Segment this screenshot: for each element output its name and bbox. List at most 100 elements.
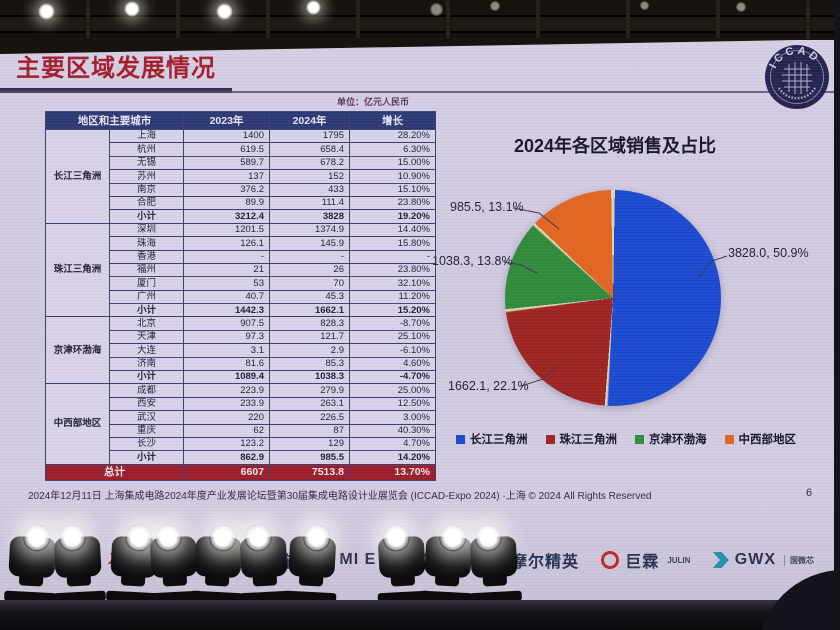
value-cell: 223.9 <box>183 383 270 398</box>
value-cell: 226.5 <box>269 410 350 425</box>
value-cell: 985.5 <box>269 450 350 465</box>
legend-swatch-icon <box>635 434 644 444</box>
value-cell: 12.50% <box>349 396 436 412</box>
table-row: 天津 97.3 121.7 25.10% <box>46 329 436 345</box>
legend-swatch-icon <box>545 434 555 444</box>
value-cell: 658.4 <box>269 142 350 157</box>
sponsor-subtext: JULIN <box>667 555 691 565</box>
city-cell: 小计 <box>109 303 184 318</box>
value-cell: 4.70% <box>349 436 436 452</box>
region-cell: 长江三角洲 <box>45 129 110 224</box>
legend-label: 中西部地区 <box>738 434 797 446</box>
total-row: 总计 6607 7513.8 13.70% <box>45 463 436 481</box>
city-cell: 南京 <box>109 182 184 197</box>
city-cell: 大连 <box>109 343 184 358</box>
slide-title: 主要区域发展情况 <box>16 55 216 82</box>
value-cell: 14.20% <box>349 450 436 465</box>
value-cell: 126.1 <box>183 236 270 251</box>
total-value-cell: 13.70% <box>349 463 436 481</box>
value-cell: 81.6 <box>183 356 270 372</box>
table-row: 广州 40.7 45.3 11.20% <box>46 289 436 305</box>
legend-item: 京津环渤海 <box>635 431 707 447</box>
city-cell: 杭州 <box>109 142 184 157</box>
value-cell: 123.2 <box>183 436 270 452</box>
value-cell: 14.40% <box>349 222 436 238</box>
col-header-2024: 2024年 <box>269 111 350 130</box>
value-cell: 15.80% <box>349 236 436 251</box>
city-cell: 小计 <box>109 370 184 385</box>
value-cell: 26 <box>269 262 350 278</box>
table-row: 西安 233.9 263.1 12.50% <box>46 396 436 412</box>
value-cell: 15.10% <box>349 182 436 197</box>
pie-data-label: 1038.3, 13.8% <box>432 254 513 268</box>
legend-label: 长江三角洲 <box>470 434 528 446</box>
light-yoke <box>434 553 461 587</box>
legend-label: 京津环渤海 <box>649 434 707 446</box>
city-cell: 上海 <box>109 128 184 144</box>
value-cell: 279.9 <box>269 383 350 398</box>
light-yoke <box>251 553 278 587</box>
city-cell: 香港 <box>109 249 184 264</box>
legend-swatch-icon <box>456 434 465 444</box>
sponsor-logo: S MI E <box>322 551 376 569</box>
value-cell: -8.70% <box>349 316 436 331</box>
city-cell: 厦门 <box>109 276 184 291</box>
value-cell: 152 <box>269 169 350 184</box>
light-yoke <box>389 553 416 587</box>
chevron-icon <box>712 552 729 568</box>
table-row: 厦门 53 70 32.10% <box>46 276 436 291</box>
city-cell: 长沙 <box>109 436 184 452</box>
value-cell: 111.4 <box>269 195 350 211</box>
iccad-seal-logo: ICCAD <box>765 45 829 109</box>
legend-swatch-icon <box>724 434 734 444</box>
value-cell: 233.9 <box>183 396 270 412</box>
city-cell: 重庆 <box>109 423 184 438</box>
region-cell: 珠江三角洲 <box>45 222 110 318</box>
light-yoke <box>204 553 231 587</box>
sponsor-name: S MI E <box>322 551 377 568</box>
stage-light-spot <box>736 2 746 12</box>
presentation-screen: 主要区域发展情况 单位：亿元人民币 地区和主要城市 2023年 2024年 增长… <box>0 38 836 604</box>
value-cell: 15.00% <box>349 155 436 171</box>
stage-rigging <box>0 0 840 40</box>
value-cell: 89.9 <box>183 195 270 211</box>
value-cell: 62 <box>183 423 270 438</box>
value-cell: 433 <box>269 182 350 197</box>
city-cell: 小计 <box>109 450 184 465</box>
value-cell: 145.9 <box>269 236 350 251</box>
value-cell: 85.3 <box>269 356 350 372</box>
unit-label: 单位：亿元人民币 <box>337 97 410 107</box>
region-cell: 中西部地区 <box>45 383 110 465</box>
city-cell: 成都 <box>109 383 184 398</box>
city-cell: 西安 <box>109 396 184 412</box>
sponsor-logo: GWX 国微芯 <box>712 551 814 569</box>
value-cell: 263.1 <box>269 396 350 412</box>
value-cell: 87 <box>269 423 350 438</box>
table-row: 珠海 126.1 145.9 15.80% <box>46 236 436 251</box>
value-cell: 376.2 <box>183 182 270 197</box>
title-underline <box>0 88 232 93</box>
pie-data-label: 985.5, 13.1% <box>450 200 524 214</box>
value-cell: 3212.4 <box>183 209 270 224</box>
city-cell: 合肥 <box>109 195 184 211</box>
slide: 主要区域发展情况 单位：亿元人民币 地区和主要城市 2023年 2024年 增长… <box>0 38 836 520</box>
value-cell: 3.00% <box>349 410 436 425</box>
value-cell: 619.5 <box>183 142 270 157</box>
table-row: 重庆 62 87 40.30% <box>46 423 436 438</box>
table-header-row: 地区和主要城市 2023年 2024年 增长 <box>45 111 436 130</box>
city-cell: 苏州 <box>109 169 184 184</box>
table-row: 长江三角洲 上海 1400 1795 28.20% <box>45 128 436 224</box>
value-cell: 2.9 <box>269 343 350 358</box>
city-cell: 福州 <box>109 262 184 278</box>
table-row: 香港 - - - <box>46 249 436 264</box>
light-yoke <box>481 553 508 587</box>
col-header-region-city: 地区和主要城市 <box>45 111 184 130</box>
title-rule <box>0 91 836 93</box>
table-row: 大连 3.1 2.9 -6.10% <box>46 343 436 358</box>
pie-data-label: 3828.0, 50.9% <box>728 246 809 260</box>
sponsor-name: 巨霖 <box>625 554 660 571</box>
light-yoke <box>298 553 325 587</box>
stage-light-spot <box>490 1 500 11</box>
legend-item: 长江三角洲 <box>456 431 528 447</box>
